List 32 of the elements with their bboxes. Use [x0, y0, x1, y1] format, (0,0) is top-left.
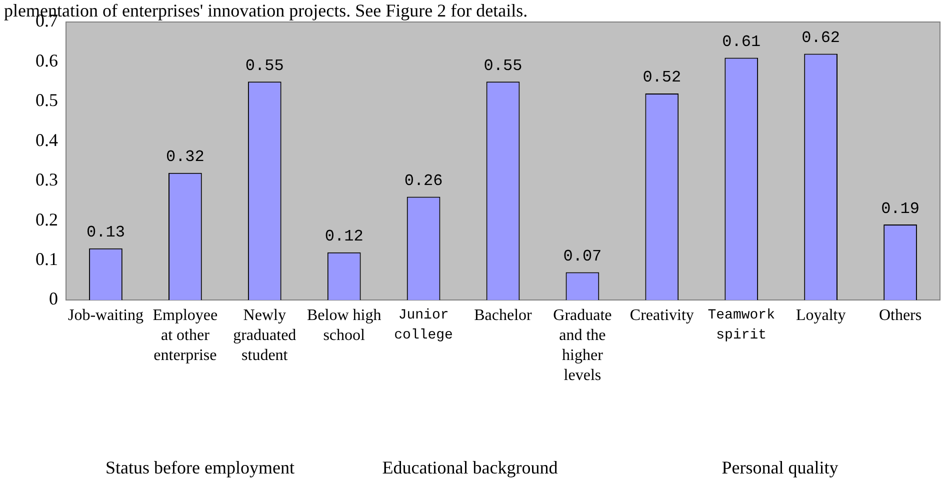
y-tick-label: 0.6 [36, 50, 58, 70]
y-tick-label: 0.1 [36, 249, 58, 270]
data-label: 0.52 [642, 68, 682, 87]
data-label: 0.07 [563, 247, 602, 266]
x-tick-label: Loyalty [796, 307, 846, 324]
data-label: 0.55 [484, 56, 522, 75]
x-tick-label: Bachelor [474, 307, 533, 324]
x-tick-label: Employee at other enterprise [152, 307, 218, 364]
x-tick-label: Below high school [306, 307, 382, 344]
data-label: 0.61 [722, 32, 761, 51]
x-tick-label: Graduate and the higher levels [553, 307, 612, 384]
text: Status before employment [106, 458, 294, 478]
data-label: 0.32 [166, 148, 204, 166]
x-tick-label: Creativity [630, 307, 694, 324]
text: Educational background [382, 458, 558, 478]
y-tick-label: 0.2 [36, 209, 58, 230]
y-tick-label: 0.4 [36, 130, 58, 150]
data-label: 0.62 [802, 29, 840, 48]
y-tick-label: 0.5 [36, 90, 58, 110]
y-tick-label: 0 [49, 288, 58, 309]
text: Personal quality [722, 458, 838, 478]
x-tick-label: Job-waiting [68, 307, 144, 324]
x-tick-label: Others [878, 307, 922, 324]
data-label: 0.19 [881, 200, 920, 218]
data-label: 0.55 [245, 56, 284, 75]
x-tick-label: Newly graduated student [233, 307, 296, 364]
data-label: 0.26 [404, 172, 443, 190]
x-tick-label: Junior college [394, 308, 453, 344]
data-label: 0.13 [86, 224, 125, 242]
y-tick-label: 0.3 [36, 170, 58, 190]
data-label: 0.12 [324, 228, 364, 246]
x-tick-label: Teamwork spirit [708, 308, 775, 344]
